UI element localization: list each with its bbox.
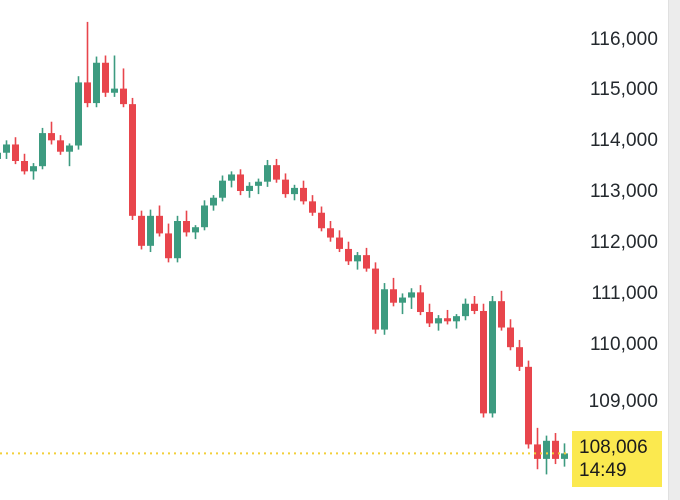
last-price-badge[interactable]: 108,006 14:49 xyxy=(572,431,662,487)
candle-body xyxy=(408,292,415,298)
candle-body xyxy=(273,165,280,180)
candle-body xyxy=(489,301,496,414)
candle-body xyxy=(48,133,55,141)
candle-body xyxy=(300,187,307,202)
candle-body xyxy=(507,327,514,348)
candle-body xyxy=(174,221,181,259)
candle-body xyxy=(228,174,235,181)
price-axis[interactable]: 116,000 115,000 114,000 113,000 112,000 111,0… xyxy=(568,0,668,500)
candle-body xyxy=(417,292,424,313)
candle-body xyxy=(561,453,568,459)
candle-body xyxy=(201,205,208,228)
candle-body xyxy=(138,215,145,246)
price-axis-tick-label: 115,000 xyxy=(590,79,658,100)
candle-body xyxy=(345,248,352,262)
candle-body xyxy=(111,88,118,93)
candle-body xyxy=(129,104,136,216)
last-price-time: 14:49 xyxy=(579,460,627,481)
candle-body xyxy=(354,255,361,262)
price-axis-tick-label: 116,000 xyxy=(590,29,658,50)
candle-body xyxy=(525,366,532,445)
chart-plot-area[interactable] xyxy=(0,0,568,500)
candlestick-series xyxy=(0,21,568,475)
candle-body xyxy=(336,237,343,249)
candle-body xyxy=(57,140,64,152)
candle-body xyxy=(426,312,433,324)
candle-body xyxy=(30,166,37,172)
candle-body xyxy=(264,165,271,182)
candle-body xyxy=(552,440,559,459)
candle-body xyxy=(318,212,325,229)
candle-body xyxy=(237,174,244,192)
candle-body xyxy=(381,289,388,330)
price-axis-tick-label: 112,000 xyxy=(590,232,658,253)
candle-body xyxy=(156,215,163,234)
candle-body xyxy=(39,133,46,167)
vertical-scrollbar-thumb[interactable] xyxy=(672,0,678,500)
candle-body xyxy=(363,255,370,269)
candle-body xyxy=(444,318,451,322)
candle-body xyxy=(291,187,298,195)
candle-body xyxy=(0,152,1,159)
price-axis-tick-label: 113,000 xyxy=(590,181,658,202)
candle-body xyxy=(471,303,478,311)
candle-body xyxy=(543,440,550,459)
price-axis-tick-label: 111,000 xyxy=(591,283,658,304)
candle-body xyxy=(219,180,226,198)
candle-body xyxy=(516,347,523,367)
candle-body xyxy=(453,316,460,322)
candle-body xyxy=(3,144,10,153)
candles-group xyxy=(0,21,568,475)
candle-body xyxy=(255,181,262,186)
candle-body xyxy=(84,82,91,104)
candle-body xyxy=(498,301,505,328)
candle-body xyxy=(183,221,190,233)
candle-body xyxy=(246,185,253,191)
price-axis-tick-label: 110,000 xyxy=(590,334,658,355)
candle-body xyxy=(12,144,19,162)
candle-body xyxy=(327,228,334,238)
candle-body xyxy=(372,268,379,330)
candle-body xyxy=(120,88,127,105)
candle-body xyxy=(309,201,316,213)
candle-body xyxy=(192,227,199,233)
candle-body xyxy=(480,310,487,414)
candle-body xyxy=(462,303,469,317)
candle-body xyxy=(75,82,82,146)
candle-body xyxy=(435,318,442,324)
candle-body xyxy=(390,289,397,303)
candle-body xyxy=(66,145,73,152)
candle-body xyxy=(165,233,172,259)
last-price-value: 108,006 xyxy=(579,437,648,458)
candle-body xyxy=(147,215,154,246)
price-axis-tick-label: 114,000 xyxy=(590,130,658,151)
candle-body xyxy=(102,62,109,93)
candle-body xyxy=(399,297,406,303)
candle-body xyxy=(93,62,100,104)
candle-body xyxy=(282,179,289,195)
candle-body xyxy=(210,197,217,206)
price-axis-tick-label: 109,000 xyxy=(588,391,658,412)
candle-body xyxy=(21,161,28,172)
candle-body xyxy=(534,444,541,459)
vertical-scrollbar-track[interactable] xyxy=(668,0,680,500)
